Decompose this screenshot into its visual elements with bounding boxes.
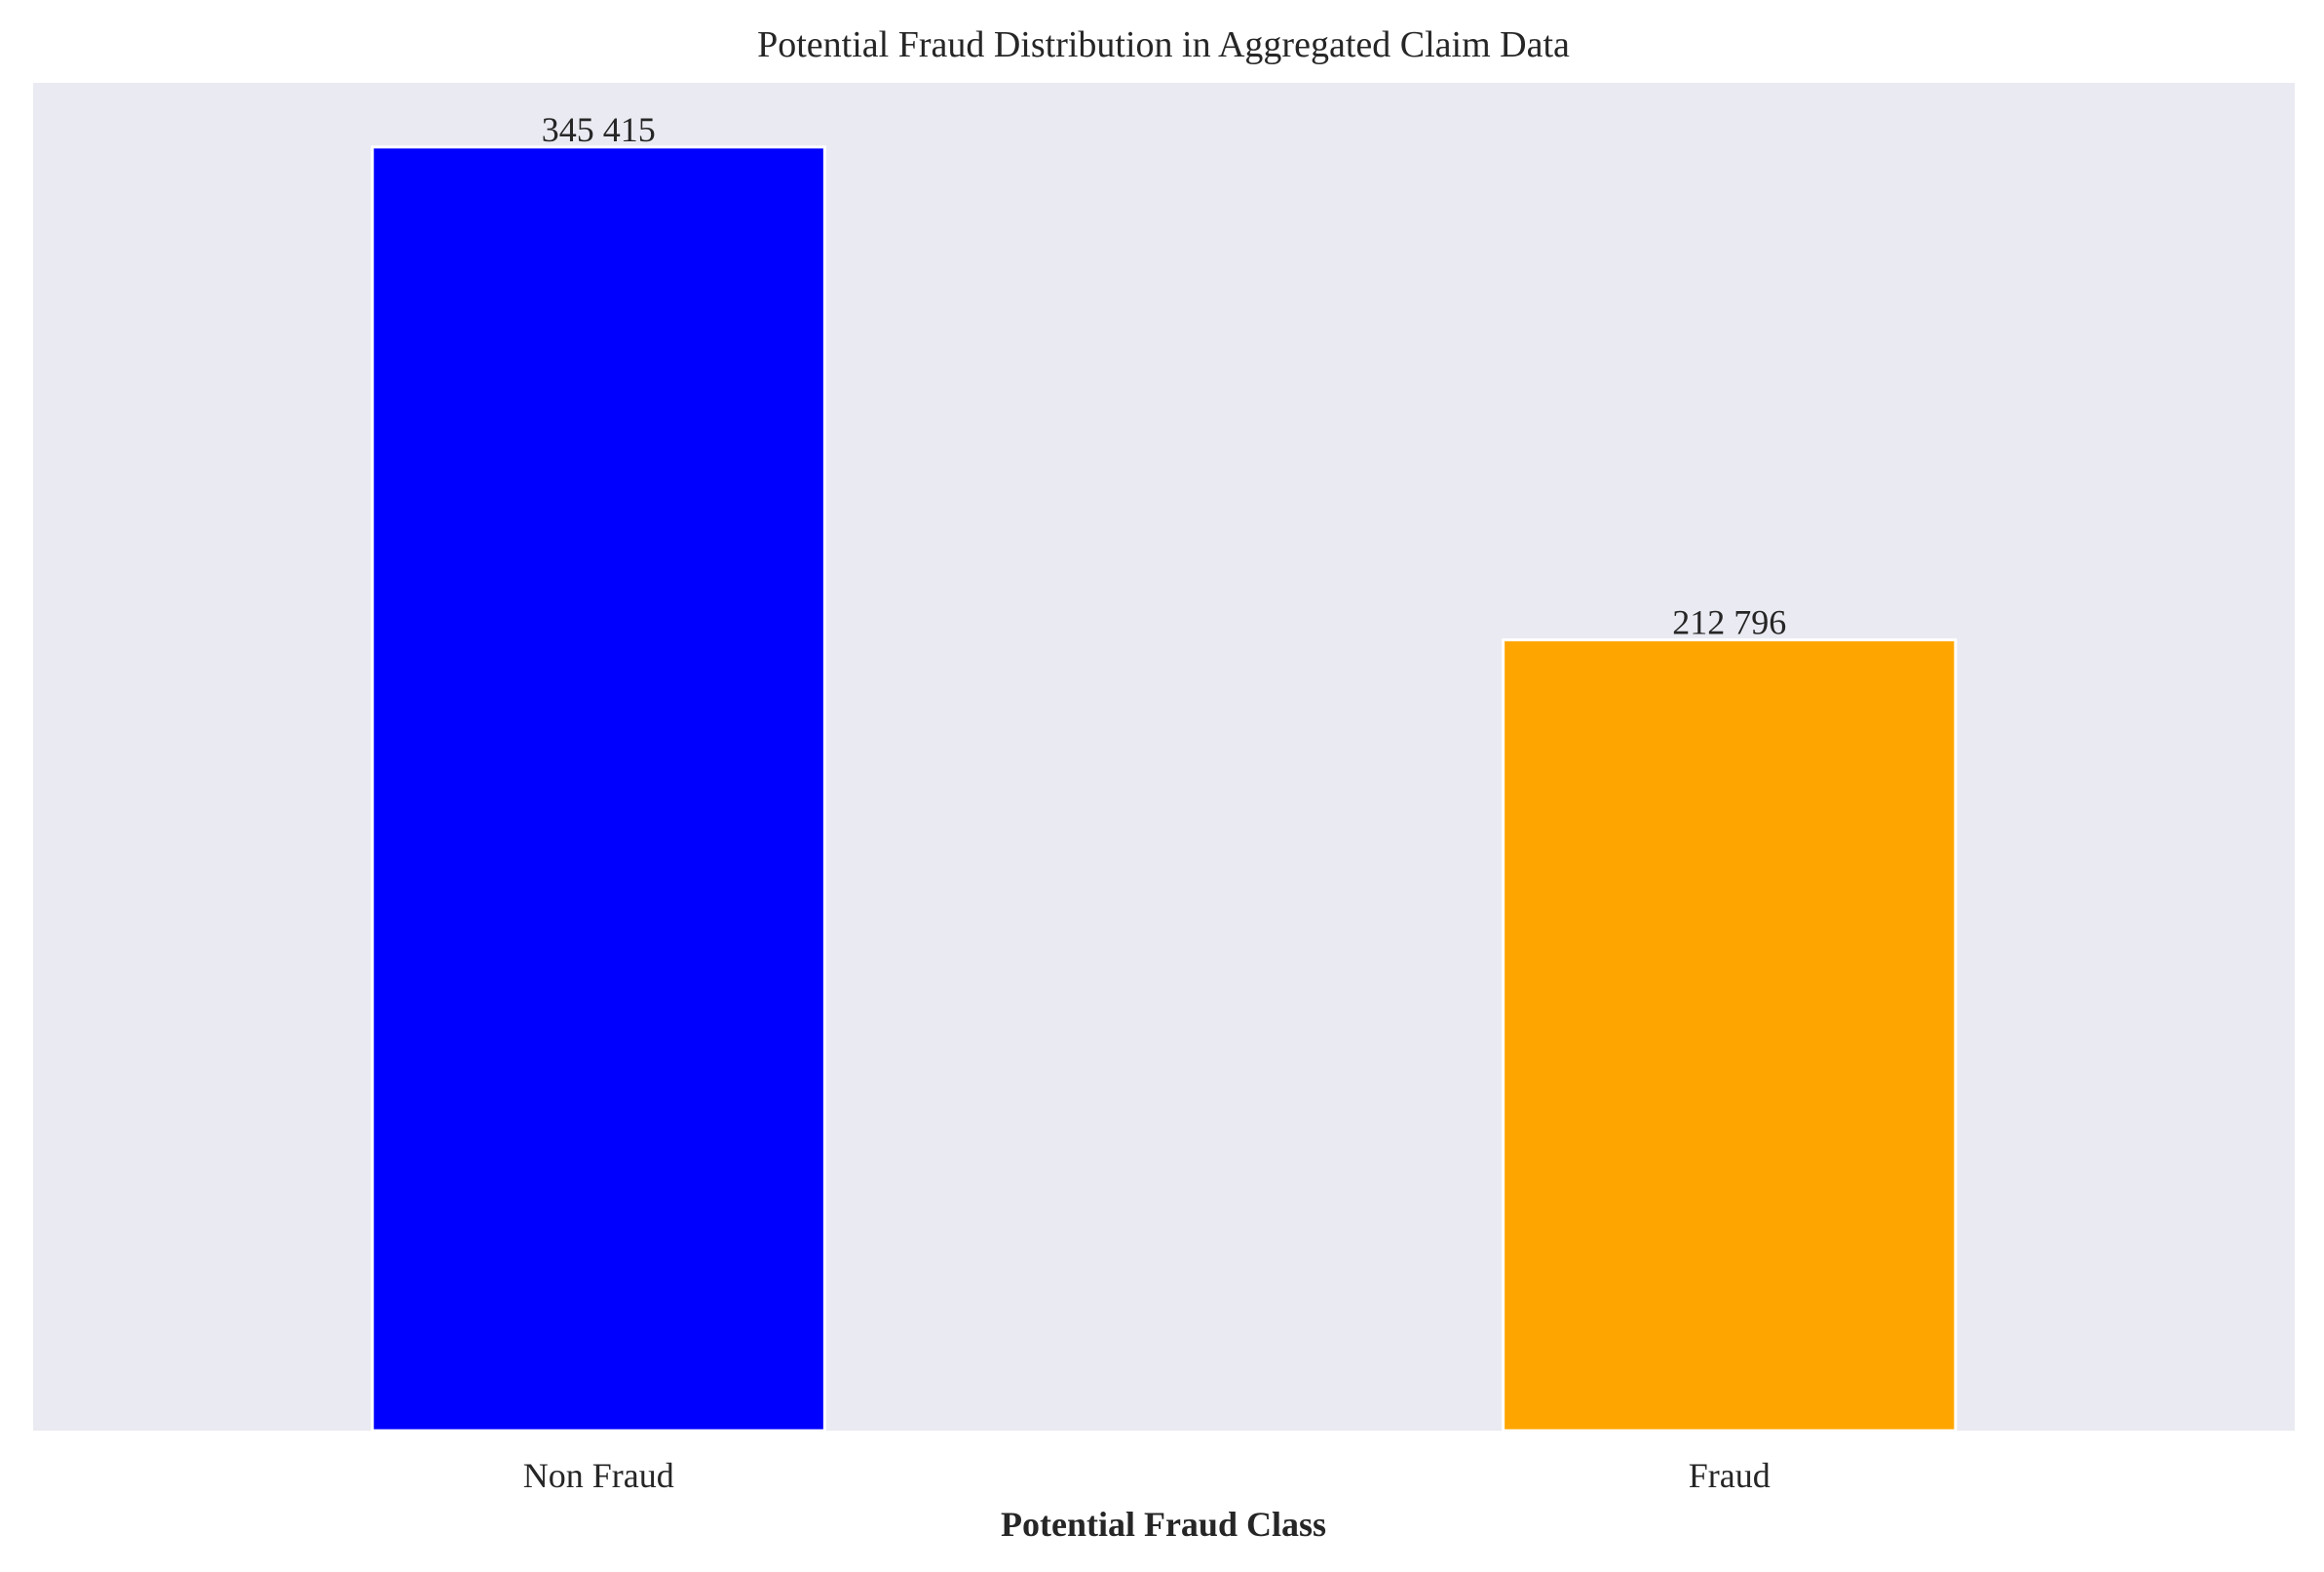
x-tick-label: Non Fraud (523, 1456, 674, 1495)
bar-non-fraud (370, 145, 826, 1433)
bars-layer (370, 145, 1958, 1433)
bar-fraud (1502, 638, 1958, 1433)
x-axis-label: Potential Fraud Class (1001, 1505, 1326, 1544)
bar-labels-layer: 345 415 212 796 (542, 110, 1787, 642)
bar-value-label: 345 415 (542, 110, 656, 149)
chart-title: Potential Fraud Distribution in Aggregat… (757, 24, 1570, 65)
x-tick-labels-layer: Non Fraud Fraud (523, 1456, 1771, 1495)
x-tick-label: Fraud (1689, 1456, 1771, 1495)
bar-value-label: 212 796 (1672, 603, 1786, 642)
